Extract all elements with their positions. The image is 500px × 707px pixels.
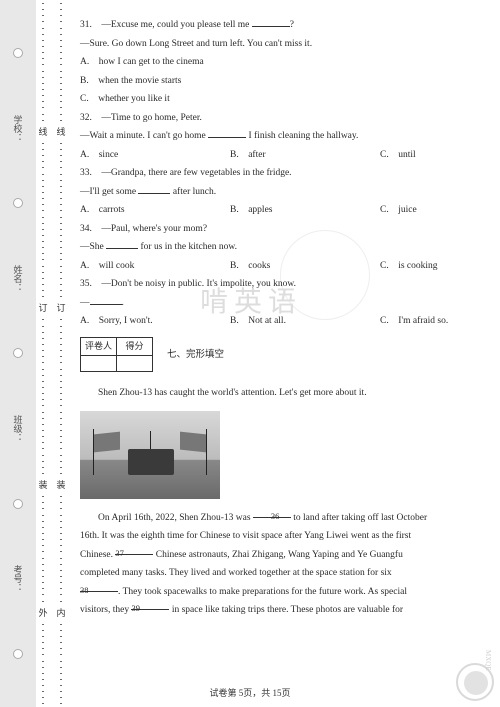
photo-flag	[180, 431, 206, 452]
q35-optC: C. I'm afraid so.	[380, 312, 448, 331]
passage-line: completed many tasks. They lived and wor…	[80, 564, 480, 583]
q32-stem: 32. —Time to go home, Peter.	[80, 109, 480, 128]
q34-reply: —She for us in the kitchen now.	[80, 238, 480, 257]
q32-optB: B. after	[230, 146, 370, 165]
photo-pole	[206, 429, 207, 475]
blank	[90, 296, 122, 305]
punch-hole	[13, 649, 23, 659]
punch-hole	[13, 499, 23, 509]
punch-hole	[13, 48, 23, 58]
score-h1: 评卷人	[81, 337, 117, 356]
q31-optC: C. whether you like it	[80, 90, 480, 109]
corner-stamp: MXQE	[452, 659, 494, 701]
section7-title: 七、完形填空	[167, 346, 224, 365]
passage-line: Chinese. 37 Chinese astronauts, Zhai Zhi…	[80, 546, 480, 565]
blank	[138, 185, 170, 194]
punch-hole	[13, 348, 23, 358]
q33-stem: 33. —Grandpa, there are few vegetables i…	[80, 164, 480, 183]
q34-stem: 34. —Paul, where's your mom?	[80, 220, 480, 239]
q33-reply: —I'll get some after lunch.	[80, 183, 480, 202]
q34-optA: A. will cook	[80, 257, 220, 276]
q32-optA: A. since	[80, 146, 220, 165]
passage-intro: Shen Zhou-13 has caught the world's atte…	[80, 384, 480, 403]
passage-line: On April 16th, 2022, Shen Zhou-13 was 36…	[80, 509, 480, 528]
q33-options: A. carrots B. apples C. juice	[80, 201, 480, 220]
blank-38: 38	[80, 583, 118, 592]
q34-optB: B. cooks	[230, 257, 370, 276]
stamp-fill	[464, 671, 488, 695]
photo-flag	[94, 431, 120, 452]
binding-label: 考号：	[12, 565, 25, 592]
binding-label: 学校：	[12, 115, 25, 142]
fold-line-outer: 线订装外	[40, 0, 46, 707]
blank	[208, 129, 246, 138]
q35-optB: B. Not at all.	[230, 312, 370, 331]
q31-optA: A. how I can get to the cinema	[80, 53, 480, 72]
q32-reply: —Wait a minute. I can't go home I finish…	[80, 127, 480, 146]
fold-line-inner: 线订装内	[58, 0, 64, 707]
stamp-text: MXQE	[484, 650, 492, 671]
punch-hole	[13, 198, 23, 208]
passage-line: visitors, they 39 in space like taking t…	[80, 601, 480, 620]
q33-optC: C. juice	[380, 201, 417, 220]
binding-strip: 学校： 姓名： 班级： 考号：	[0, 0, 36, 707]
q34-optC: C. is cooking	[380, 257, 438, 276]
score-h2: 得分	[117, 337, 153, 356]
q35-options: A. Sorry, I won't. B. Not at all. C. I'm…	[80, 312, 480, 331]
score-cell	[81, 356, 117, 372]
q31-reply: —Sure. Go down Long Street and turn left…	[80, 35, 480, 54]
photo-object	[128, 449, 174, 475]
q34-options: A. will cook B. cooks C. is cooking	[80, 257, 480, 276]
passage-line: 16th. It was the eighth time for Chinese…	[80, 527, 480, 546]
exam-content: 31. —Excuse me, could you please tell me…	[80, 16, 480, 620]
q35-optA: A. Sorry, I won't.	[80, 312, 220, 331]
q31-optB: B. when the movie starts	[80, 72, 480, 91]
q31-stem: 31. —Excuse me, could you please tell me…	[80, 16, 480, 35]
q32-optC: C. until	[380, 146, 416, 165]
blank-36: 36	[253, 509, 291, 518]
page-footer: 试卷第 5页，共 15页	[0, 686, 500, 699]
photo-antenna	[150, 431, 151, 451]
blank-37: 37	[115, 546, 153, 555]
q35-stem: 35. —Don't be noisy in public. It's impo…	[80, 275, 480, 294]
binding-label: 班级：	[12, 415, 25, 442]
blank	[106, 240, 138, 249]
q32-options: A. since B. after C. until	[80, 146, 480, 165]
q33-optB: B. apples	[230, 201, 370, 220]
blank	[252, 18, 290, 27]
score-table: 评卷人得分	[80, 337, 153, 373]
blank-39: 39	[131, 601, 169, 610]
q35-reply: —.	[80, 294, 480, 313]
passage-photo	[80, 411, 220, 499]
score-cell	[117, 356, 153, 372]
passage-line: 38 . They took spacewalks to make prepar…	[80, 583, 480, 602]
section-row: 评卷人得分 七、完形填空	[80, 333, 480, 379]
binding-label: 姓名：	[12, 265, 25, 292]
q33-optA: A. carrots	[80, 201, 220, 220]
